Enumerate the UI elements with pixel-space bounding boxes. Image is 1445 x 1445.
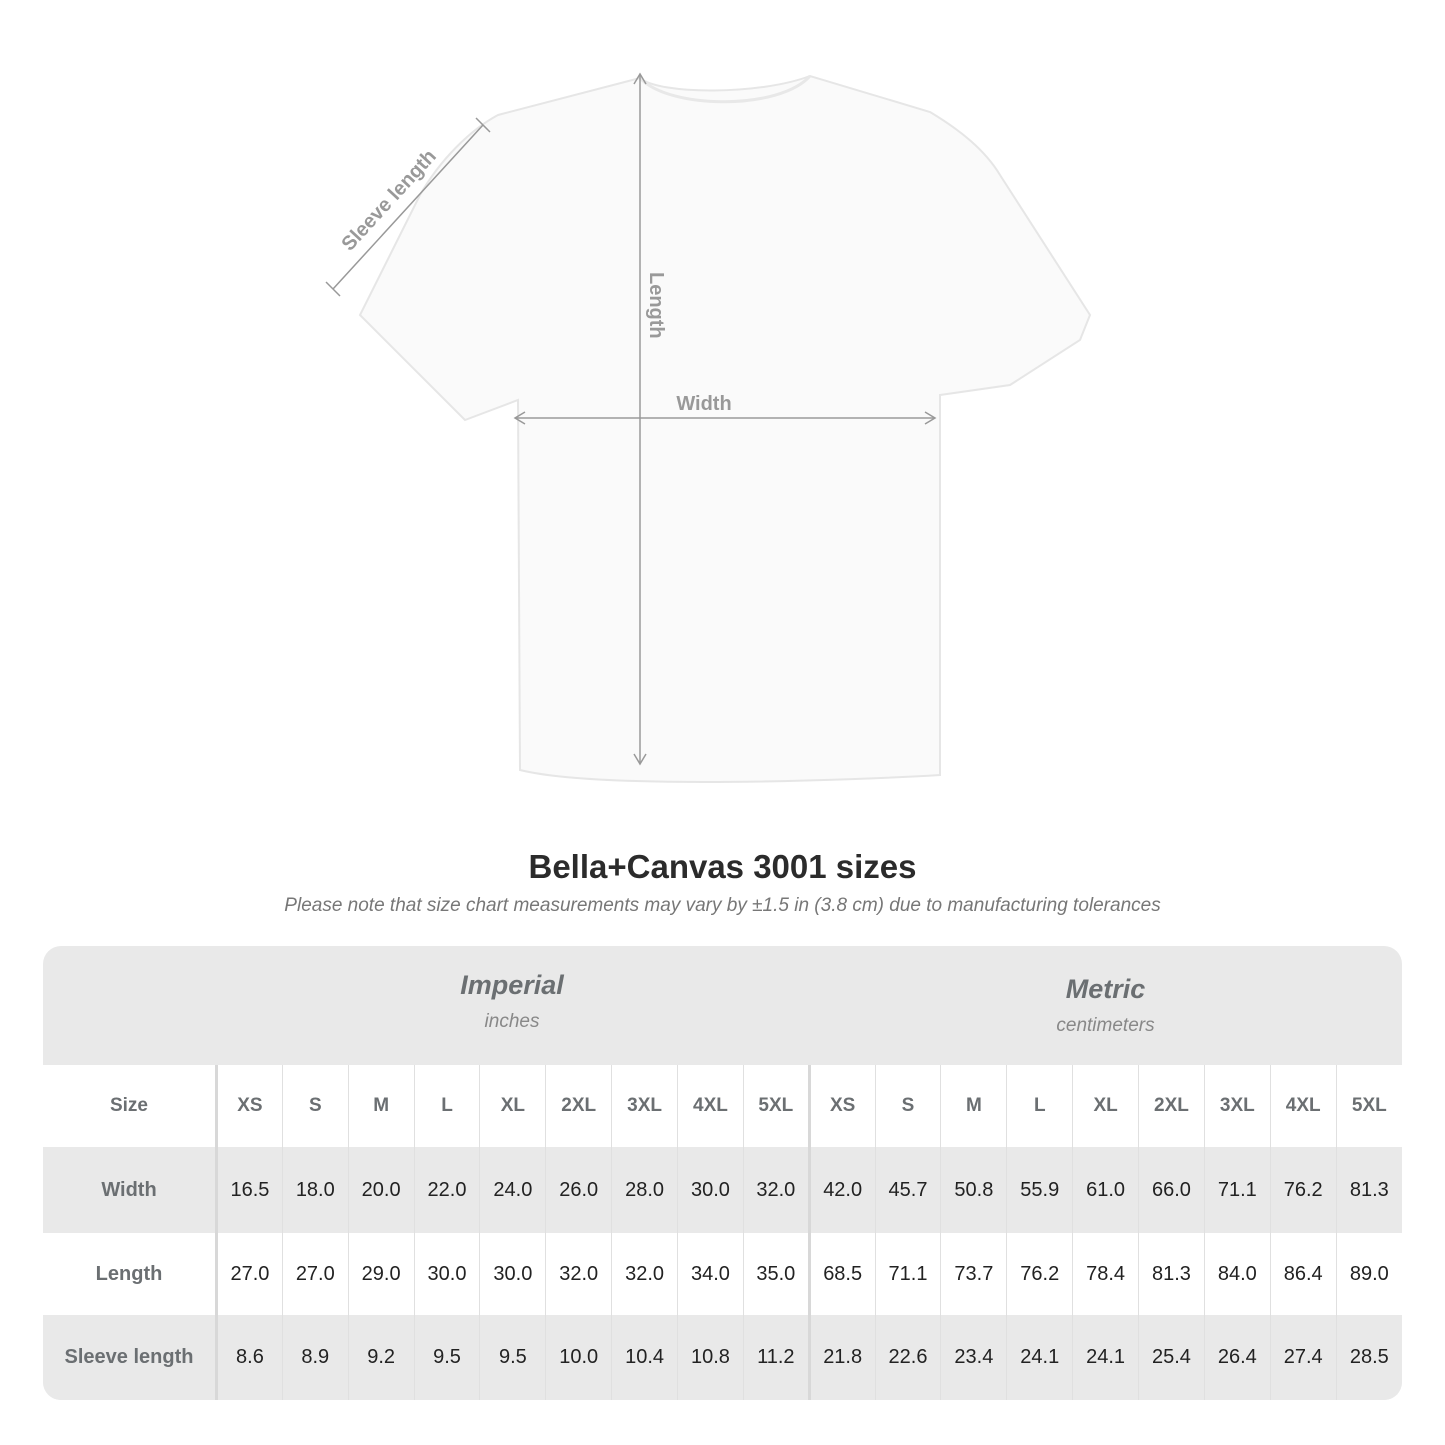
measure-lines [325, 72, 937, 766]
size-header-cell: 4XL [677, 1065, 744, 1147]
row-label: Width [43, 1147, 218, 1233]
table-cell: 8.9 [281, 1315, 349, 1400]
table-cell: 61.0 [1072, 1147, 1139, 1233]
size-header-cell: 4XL [1269, 1065, 1337, 1147]
table-cell: 86.4 [1269, 1233, 1337, 1315]
table-cell: 24.1 [1006, 1315, 1073, 1400]
table-cell: 28.5 [1335, 1315, 1402, 1400]
table-cell: 55.9 [1006, 1147, 1073, 1233]
table-cell: 30.0 [677, 1147, 744, 1233]
table-cell: 8.6 [216, 1315, 283, 1400]
row-label: Length [43, 1233, 218, 1315]
size-header-cell: XL [479, 1065, 546, 1147]
size-header-cell: 5XL [742, 1065, 810, 1147]
size-header-cell: 3XL [611, 1065, 678, 1147]
metric-header: Metric centimeters [809, 974, 1402, 1091]
size-header-cell: M [940, 1065, 1007, 1147]
tolerance-note: Please note that size chart measurements… [284, 895, 1161, 916]
width-row: Width 16.5 18.0 20.0 22.0 24.0 26.0 28.0 30.0 32.… [43, 1147, 1402, 1233]
page-title: Bella+Canvas 3001 sizes [528, 848, 917, 885]
size-header-cell: S [874, 1065, 941, 1147]
length-label: Length [645, 272, 667, 339]
table-cell: 21.8 [807, 1315, 876, 1400]
table-cell: 11.2 [742, 1315, 810, 1400]
metric-unit: centimeters [1056, 1015, 1155, 1036]
size-header-cell: XS [216, 1065, 283, 1147]
size-header-cell: L [413, 1065, 480, 1147]
table-cell: 23.4 [940, 1315, 1007, 1400]
table-cell: 45.7 [874, 1147, 941, 1233]
table-cell: 71.1 [874, 1233, 941, 1315]
table-cell: 71.1 [1203, 1147, 1271, 1233]
table-cell: 29.0 [347, 1233, 415, 1315]
table-cell: 89.0 [1335, 1233, 1402, 1315]
table-cell: 9.5 [413, 1315, 480, 1400]
row-label: Sleeve length [43, 1315, 218, 1400]
size-header-cell: XS [807, 1065, 876, 1147]
size-header-cell: L [1006, 1065, 1073, 1147]
table-cell: 81.3 [1335, 1147, 1402, 1233]
size-header-cell: 2XL [1138, 1065, 1205, 1147]
table-cell: 28.0 [611, 1147, 678, 1233]
table-cell: 10.4 [611, 1315, 678, 1400]
table-cell: 78.4 [1072, 1233, 1139, 1315]
size-header-cell: 5XL [1335, 1065, 1402, 1147]
tshirt-diagram: Length Width Sleeve length [325, 72, 1092, 783]
size-header-cell: S [281, 1065, 349, 1147]
size-table: Imperial inches Metric centimeters Size X… [43, 946, 1402, 1400]
size-header-cell: 2XL [545, 1065, 612, 1147]
table-cell: 25.4 [1138, 1315, 1205, 1400]
table-cell: 24.0 [479, 1147, 546, 1233]
table-cell: 22.6 [874, 1315, 941, 1400]
table-cell: 16.5 [216, 1147, 283, 1233]
size-header-cell: 3XL [1203, 1065, 1271, 1147]
table-cell: 32.0 [742, 1147, 810, 1233]
table-cell: 84.0 [1203, 1233, 1271, 1315]
table-cell: 32.0 [611, 1233, 678, 1315]
row-label: Size [43, 1065, 218, 1147]
table-cell: 27.0 [281, 1233, 349, 1315]
tshirt-shape [358, 74, 1092, 783]
length-row: Length 27.0 27.0 29.0 30.0 30.0 32.0 32.0 34.0 35… [43, 1233, 1402, 1315]
table-cell: 42.0 [807, 1147, 876, 1233]
table-cell: 27.4 [1269, 1315, 1337, 1400]
table-cell: 32.0 [545, 1233, 612, 1315]
table-cell: 81.3 [1138, 1233, 1205, 1315]
table-cell: 50.8 [940, 1147, 1007, 1233]
table-cell: 18.0 [281, 1147, 349, 1233]
sleeve-length-row: Sleeve length 8.6 8.9 9.2 9.5 9.5 10.0 10.4 10.8… [43, 1315, 1402, 1400]
table-cell: 24.1 [1072, 1315, 1139, 1400]
metric-label: Metric [1065, 974, 1146, 1004]
table-cell: 66.0 [1138, 1147, 1205, 1233]
table-cell: 35.0 [742, 1233, 810, 1315]
table-cell: 76.2 [1269, 1147, 1337, 1233]
size-header-cell: XL [1072, 1065, 1139, 1147]
table-cell: 68.5 [807, 1233, 876, 1315]
table-cell: 30.0 [413, 1233, 480, 1315]
size-grid: Size XS S M L XL 2XL 3XL 4XL 5XL XS S M L XL 2XL 3XL 4XL 5… [43, 1065, 1402, 1400]
imperial-header: Imperial inches [215, 970, 809, 1087]
table-cell: 9.5 [479, 1315, 546, 1400]
table-cell: 27.0 [216, 1233, 283, 1315]
table-cell: 22.0 [413, 1147, 480, 1233]
table-cell: 10.0 [545, 1315, 612, 1400]
width-label: Width [676, 393, 731, 415]
table-cell: 73.7 [940, 1233, 1007, 1315]
table-cell: 20.0 [347, 1147, 415, 1233]
table-cell: 26.0 [545, 1147, 612, 1233]
size-row: Size XS S M L XL 2XL 3XL 4XL 5XL XS S M L XL 2XL 3XL 4XL 5… [43, 1065, 1402, 1147]
imperial-unit: inches [484, 1011, 540, 1032]
table-cell: 10.8 [677, 1315, 744, 1400]
imperial-label: Imperial [460, 970, 564, 1000]
table-cell: 76.2 [1006, 1233, 1073, 1315]
size-header-cell: M [347, 1065, 415, 1147]
table-cell: 9.2 [347, 1315, 415, 1400]
table-cell: 34.0 [677, 1233, 744, 1315]
table-cell: 26.4 [1203, 1315, 1271, 1400]
table-cell: 30.0 [479, 1233, 546, 1315]
